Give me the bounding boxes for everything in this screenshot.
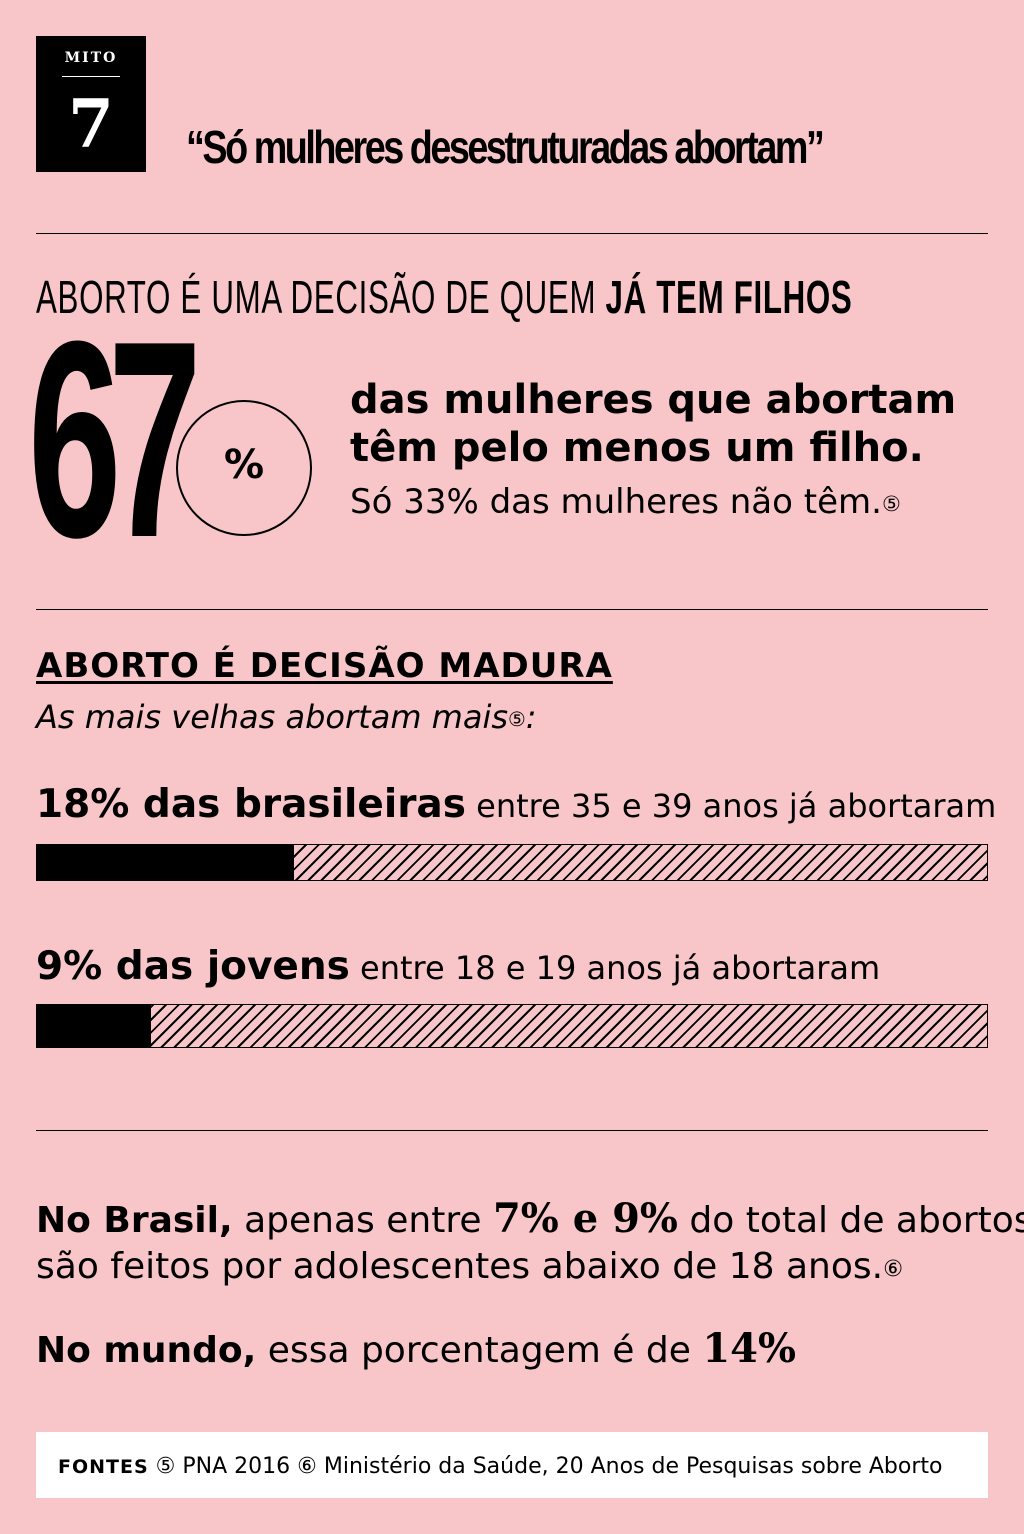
source-1: PNA 2016 <box>182 1454 291 1479</box>
source-ref-icon: ⑤ <box>508 708 526 731</box>
sources-box: FONTES ⑤ PNA 2016 ⑥ Ministério da Saúde,… <box>36 1432 988 1498</box>
section1-line1: das mulheres que abortam <box>350 377 957 423</box>
source-ref-icon: ⑥ <box>297 1454 317 1479</box>
bar-label-1-bold: 18% das brasileiras <box>36 782 466 827</box>
percent-sign: % <box>223 442 265 488</box>
headline: “Só mulheres desestruturadas abortam” <box>186 121 825 173</box>
bar-fill-2 <box>37 1005 151 1047</box>
world-paragraph: No mundo, essa porcentagem é de 14% <box>36 1326 796 1374</box>
section1-line3: Só 33% das mulheres não têm. <box>350 482 882 522</box>
brazil-num2: 9% <box>612 1195 678 1242</box>
section1-line2: têm pelo menos um filho. <box>350 425 924 471</box>
bar-label-2-detail: entre 18 e 19 anos já abortaram <box>360 949 881 987</box>
section1-title: ABORTO É UMA DECISÃO DE QUEM JÁ TEM FILH… <box>36 270 852 324</box>
bar-track-1 <box>36 844 988 881</box>
divider-1 <box>36 233 988 234</box>
source-ref-icon: ⑤ <box>155 1454 176 1479</box>
brazil-paragraph: No Brasil, apenas entre 7% e 9% do total… <box>36 1196 1024 1292</box>
world-num: 14% <box>702 1325 796 1372</box>
divider-3 <box>36 1130 988 1131</box>
brazil-e: e <box>558 1195 613 1242</box>
brazil-bold: No Brasil, <box>36 1200 233 1241</box>
source-2: Ministério da Saúde, 20 Anos de Pesquisa… <box>323 1454 943 1479</box>
section1-statement: das mulheres que abortam têm pelo menos … <box>350 376 956 472</box>
myth-number: 7 <box>68 85 114 163</box>
myth-label: MITO <box>64 50 118 66</box>
section2-subtitle-wrap: As mais velhas abortam mais⑤: <box>36 698 537 736</box>
section1-line3-wrap: Só 33% das mulheres não têm.⑤ <box>350 482 901 524</box>
section2-title: ABORTO É DECISÃO MADURA <box>36 646 613 686</box>
sources-label: FONTES <box>58 1456 149 1478</box>
source-ref-icon: ⑤ <box>881 491 901 516</box>
bar-label-1: 18% das brasileiras entre 35 e 39 anos j… <box>36 782 996 827</box>
bar-label-2-bold: 9% das jovens <box>36 944 350 989</box>
percent-circle: % <box>176 400 312 536</box>
brazil-line1: No Brasil, apenas entre 7% e 9% do total… <box>36 1196 1024 1244</box>
world-bold: No mundo, <box>36 1330 257 1371</box>
section2-subtitle: As mais velhas abortam mais <box>36 698 508 736</box>
brazil-text-a: apenas entre <box>232 1200 493 1241</box>
bar-track-2 <box>36 1004 988 1048</box>
brazil-num1: 7% <box>492 1195 559 1242</box>
bar-label-2: 9% das jovens entre 18 e 19 anos já abor… <box>36 944 880 989</box>
brazil-line2-text: são feitos por adolescentes abaixo de 18… <box>36 1246 884 1287</box>
section1-title-light: ABORTO É UMA DECISÃO DE QUEM <box>36 271 597 323</box>
brazil-line2: são feitos por adolescentes abaixo de 18… <box>36 1244 1024 1292</box>
section1-title-bold: JÁ TEM FILHOS <box>605 271 853 323</box>
bar-fill-1 <box>37 845 294 880</box>
brazil-text-b: do total de abortos <box>677 1200 1024 1241</box>
divider-2 <box>36 609 988 610</box>
world-text: essa porcentagem é de <box>256 1330 703 1371</box>
sources-text: FONTES ⑤ PNA 2016 ⑥ Ministério da Saúde,… <box>58 1454 942 1479</box>
bar-label-1-detail: entre 35 e 39 anos já abortaram <box>476 787 997 825</box>
myth-divider <box>62 76 120 77</box>
section2-subtitle-end: : <box>525 698 537 736</box>
myth-badge: MITO 7 <box>36 36 146 172</box>
big-number: 67 <box>28 284 202 596</box>
source-ref-icon: ⑥ <box>883 1256 904 1282</box>
